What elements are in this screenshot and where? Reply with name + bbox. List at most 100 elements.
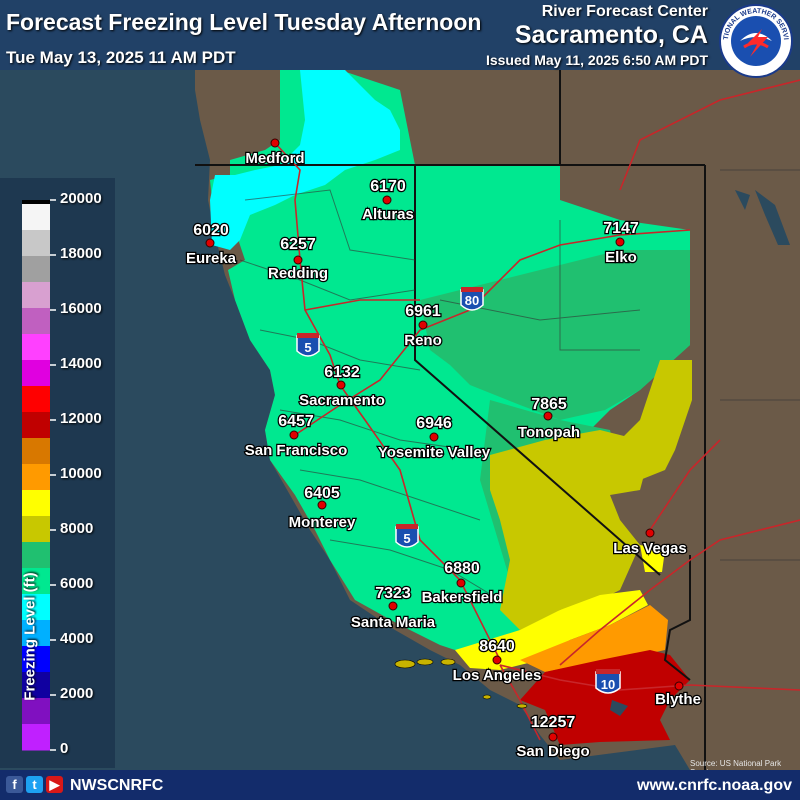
city-value-monterey: 6405 <box>304 485 340 502</box>
city-name-los-angeles: Los Angeles <box>453 667 542 684</box>
interstate-5-shield-south: 5 <box>395 524 419 548</box>
city-dot-blythe <box>674 681 684 691</box>
legend-color-band <box>22 620 50 647</box>
city-dot-yosemite-valley <box>429 432 439 442</box>
city-name-san-diego: San Diego <box>516 743 589 760</box>
social-handle[interactable]: NWSCNRFC <box>70 777 164 794</box>
svg-text:5: 5 <box>403 531 410 546</box>
legend-color-band <box>22 308 50 335</box>
legend-color-band <box>22 594 50 621</box>
city-value-eureka: 6020 <box>193 222 229 239</box>
header-band <box>0 0 800 70</box>
valid-time: Tue May 13, 2025 11 AM PDT <box>6 48 236 67</box>
legend-color-band <box>22 646 50 673</box>
rfc-city: Sacramento, CA <box>514 21 708 49</box>
lakes <box>610 190 790 716</box>
legend-color-band <box>22 724 50 751</box>
legend-color-band <box>22 256 50 283</box>
legend-title: Freezing Level (ft) <box>21 572 39 701</box>
city-value-redding: 6257 <box>280 236 316 253</box>
legend-color-band <box>22 438 50 465</box>
city-name-tonopah: Tonopah <box>518 424 580 441</box>
county-borders <box>239 169 800 601</box>
city-dot-san-diego <box>548 732 558 742</box>
city-dot-bakersfield <box>456 578 466 588</box>
city-name-reno: Reno <box>404 332 442 349</box>
city-dot-redding <box>293 255 303 265</box>
city-dot-eureka <box>205 238 215 248</box>
legend-tick-label: 8000 <box>60 520 94 537</box>
city-name-san-francisco: San Francisco <box>245 442 348 459</box>
city-name-monterey: Monterey <box>289 514 356 531</box>
legend-color-band <box>22 516 50 543</box>
legend-tick-label: 16000 <box>60 300 102 317</box>
legend-color-band <box>22 230 50 257</box>
map-title: Forecast Freezing Level Tuesday Afternoo… <box>6 9 482 35</box>
legend-color-band <box>22 542 50 569</box>
city-dot-reno <box>418 320 428 330</box>
city-name-sacramento: Sacramento <box>299 392 385 409</box>
city-dot-santa-maria <box>388 601 398 611</box>
legend-tick-label: 6000 <box>60 575 94 592</box>
rfc-label: River Forecast Center <box>541 3 708 20</box>
legend-color-band <box>22 334 50 361</box>
footer-bar <box>0 770 800 800</box>
legend-tick-label: 0 <box>60 740 69 757</box>
city-name-las-vegas: Las Vegas <box>613 540 686 557</box>
city-dot-sacramento <box>336 380 346 390</box>
legend-color-band <box>22 464 50 491</box>
legend-tick-label: 2000 <box>60 685 94 702</box>
interstate-80-shield: 80 <box>460 287 484 311</box>
twitter-icon[interactable]: t <box>26 776 43 793</box>
legend-tick-label: 12000 <box>60 410 102 427</box>
website-link[interactable]: www.cnrfc.noaa.gov <box>637 777 792 794</box>
city-name-yosemite-valley: Yosemite Valley <box>378 444 491 461</box>
interstate-shields: 80 5 5 10 <box>296 287 621 694</box>
interstate-10-shield: 10 <box>595 669 621 694</box>
facebook-icon[interactable]: f <box>6 776 23 793</box>
legend-color-band <box>22 204 50 231</box>
legend-tick-label: 14000 <box>60 355 102 372</box>
freezing-zone-9000-10000 <box>455 590 648 670</box>
city-name-medford: Medford <box>245 150 304 167</box>
youtube-icon[interactable]: ▶ <box>46 776 63 793</box>
freezing-zone-8000-9000-desert <box>490 430 648 630</box>
city-name-eureka: Eureka <box>186 250 237 267</box>
state-borders <box>195 70 706 770</box>
svg-text:10: 10 <box>601 677 615 692</box>
freezing-zone-12000-plus <box>520 650 690 745</box>
city-dot-tonopah <box>543 411 553 421</box>
city-value-tonopah: 7865 <box>531 396 567 413</box>
city-dot-las-vegas <box>645 528 655 538</box>
legend-tick-label: 18000 <box>60 245 102 262</box>
legend-color-band <box>22 672 50 699</box>
legend-color-band <box>22 568 50 595</box>
city-value-alturas: 6170 <box>370 178 406 195</box>
nws-logo[interactable]: NATIONAL WEATHER SERVICE <box>718 3 794 79</box>
city-name-elko: Elko <box>605 249 637 266</box>
city-dot-medford <box>270 138 280 148</box>
city-value-san-diego: 12257 <box>531 714 576 731</box>
city-name-redding: Redding <box>268 265 328 282</box>
issued-time: Issued May 11, 2025 6:50 AM PDT <box>485 52 708 68</box>
legend-color-band <box>22 698 50 725</box>
city-markers <box>205 138 684 742</box>
city-value-santa-maria: 7323 <box>375 585 411 602</box>
city-dot-los-angeles <box>492 655 502 665</box>
city-value-san-francisco: 6457 <box>278 413 314 430</box>
city-name-alturas: Alturas <box>362 206 414 223</box>
freezing-zone-las-vegas <box>640 545 665 572</box>
city-value-yosemite-valley: 6946 <box>416 415 452 432</box>
legend-color-band <box>22 412 50 439</box>
legend-tick-label: 10000 <box>60 465 102 482</box>
svg-text:80: 80 <box>465 293 479 308</box>
legend-color-band <box>22 386 50 413</box>
city-value-sacramento: 6132 <box>324 364 360 381</box>
city-value-elko: 7147 <box>603 220 639 237</box>
city-value-los-angeles: 8640 <box>479 638 515 655</box>
legend-colorbar <box>22 199 56 751</box>
legend-tick-label: 4000 <box>60 630 94 647</box>
legend-tick-label: 20000 <box>60 190 102 207</box>
city-name-santa-maria: Santa Maria <box>351 614 436 631</box>
